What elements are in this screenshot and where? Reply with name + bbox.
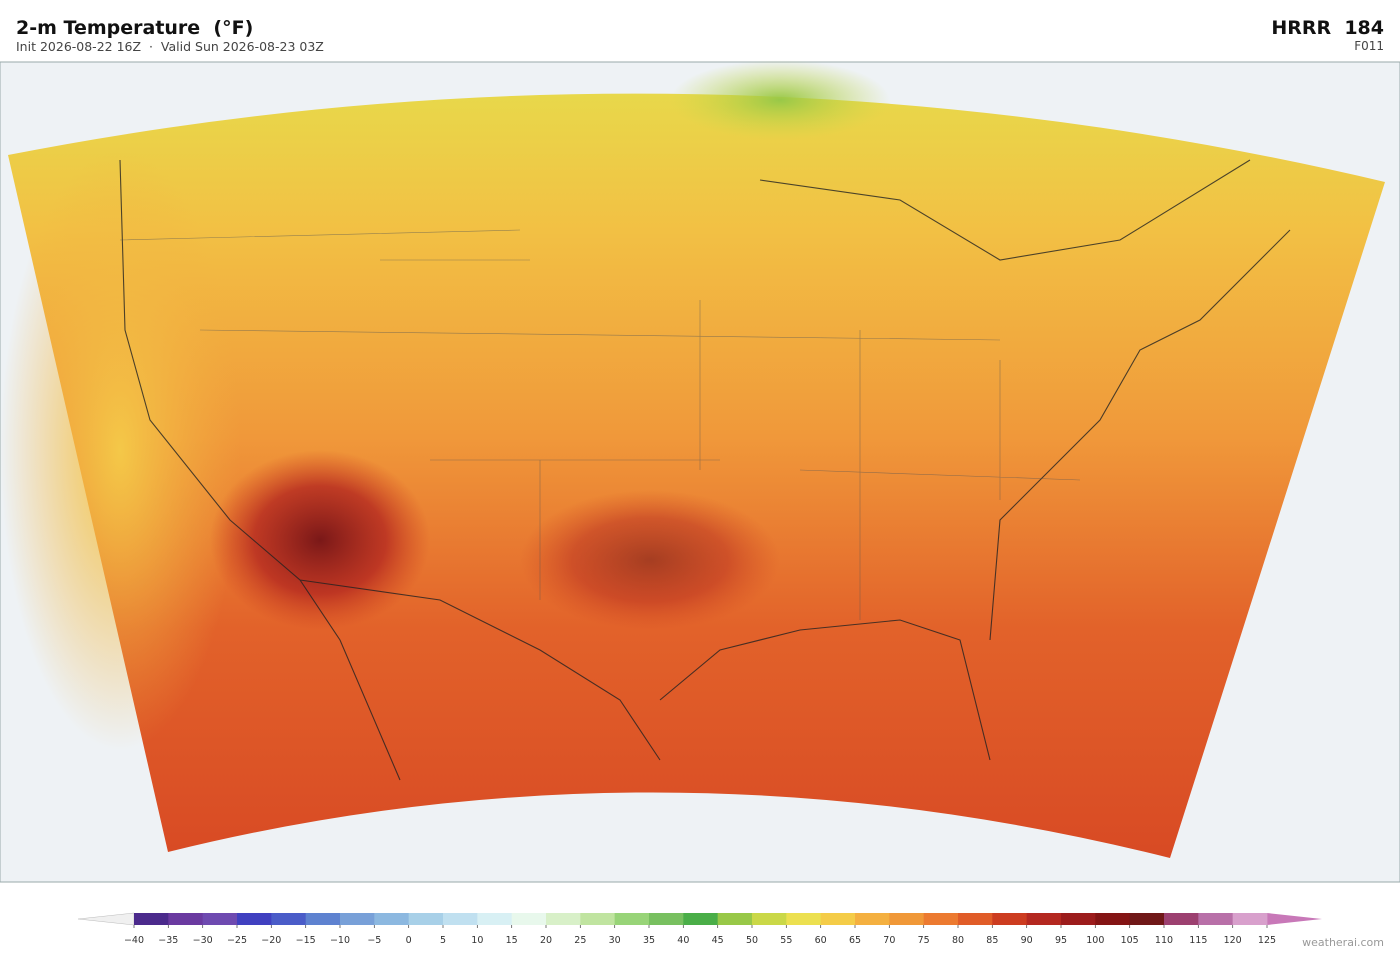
colorbar-under	[77, 912, 135, 926]
colorbar-tick-label: 20	[540, 935, 552, 946]
colorbar-segment	[992, 913, 1028, 925]
colorbar-segment	[408, 913, 444, 925]
cool-region	[670, 60, 890, 140]
colorbar-tick-label: 120	[1224, 935, 1242, 946]
colorbar-tick-label: 40	[677, 935, 689, 946]
colorbar-tick-label: 75	[918, 935, 930, 946]
colorbar-segment	[889, 913, 925, 925]
colorbar-tick-label: 30	[609, 935, 621, 946]
colorbar-segment	[1061, 913, 1096, 925]
colorbar-tick-label: 85	[986, 935, 998, 946]
colorbar-tick-label: 70	[883, 935, 895, 946]
colorbar: −40 −35 −30 −25 −20 −15 −10 −5 0 5 10 15 20 25 30 35 40 4…	[77, 912, 1322, 946]
colorbar-segment	[546, 913, 581, 925]
hot-region	[210, 450, 430, 630]
colorbar-segment	[340, 913, 375, 925]
colorbar-tick-label: 35	[643, 935, 655, 946]
subtitle: Init 2026-08-22 16Z · Valid Sun 2026-08-…	[16, 39, 324, 54]
colorbar-tick-label: 95	[1055, 935, 1067, 946]
colorbar-segment	[1129, 913, 1165, 925]
colorbar-segment	[305, 913, 341, 925]
watermark: weatherai.com	[1302, 936, 1384, 949]
colorbar-segment	[134, 913, 169, 925]
colorbar-tick-label: 15	[506, 935, 518, 946]
colorbar-tick-label: 125	[1258, 935, 1276, 946]
colorbar-segment	[271, 913, 307, 925]
colorbar-tick-label: 25	[574, 935, 586, 946]
colorbar-over	[1267, 913, 1322, 925]
colorbar-tick-label: −5	[367, 935, 381, 946]
model-label: HRRR 184	[1271, 17, 1384, 39]
colorbar-segment	[786, 913, 822, 925]
state-borders	[119, 229, 1081, 620]
colorbar-tick-label: −15	[296, 935, 316, 946]
pacific-field	[0, 150, 240, 750]
colorbar-segment	[820, 913, 856, 925]
temperature-field	[8, 93, 1385, 859]
colorbar-tick-label: 65	[849, 935, 861, 946]
colorbar-tick-label: −20	[261, 935, 281, 946]
forecast-hour: F011	[1354, 39, 1384, 53]
colorbar-tick-label: 50	[746, 935, 758, 946]
colorbar-tick-label: 45	[712, 935, 724, 946]
hot-region	[520, 490, 780, 630]
colorbar-segment	[1095, 913, 1131, 925]
colorbar-segment	[1164, 913, 1199, 925]
colorbar-segment	[374, 913, 410, 925]
colorbar-segment	[958, 913, 993, 925]
colorbar-segment	[511, 913, 547, 925]
colorbar-tick-label: 60	[815, 935, 827, 946]
colorbar-segment	[1232, 913, 1268, 925]
colorbar-segment	[1198, 913, 1234, 925]
colorbar-segment	[1026, 913, 1062, 925]
colorbar-segment	[752, 913, 787, 925]
colorbar-segment	[923, 913, 959, 925]
colorbar-tick-label: −40	[124, 935, 144, 946]
colorbar-tick-label: 0	[406, 935, 412, 946]
colorbar-segment	[649, 913, 684, 925]
colorbar-tick-label: 110	[1155, 935, 1173, 946]
colorbar-segment	[443, 913, 478, 925]
colorbar-tick-label: 55	[780, 935, 792, 946]
colorbar-segment	[168, 913, 204, 925]
colorbar-segment	[614, 913, 650, 925]
colorbar-segment	[237, 913, 272, 925]
colorbar-tick-label: 10	[471, 935, 483, 946]
colorbar-segment	[683, 913, 719, 925]
colorbar-tick-label: 105	[1121, 935, 1139, 946]
colorbar-tick-label: −25	[227, 935, 247, 946]
colorbar-tick-label: −10	[330, 935, 350, 946]
colorbar-segment	[202, 913, 238, 925]
coastline	[119, 159, 1291, 781]
colorbar-tick-label: −35	[158, 935, 178, 946]
colorbar-tick-label: −30	[193, 935, 213, 946]
colorbar-segment	[855, 913, 890, 925]
colorbar-segment	[477, 913, 513, 925]
colorbar-tick-label: 115	[1189, 935, 1207, 946]
colorbar-tick-label: 100	[1086, 935, 1104, 946]
colorbar-segment	[717, 913, 753, 925]
colorbar-tick-label: 5	[440, 935, 446, 946]
title: 2-m Temperature (°F)	[16, 17, 253, 39]
colorbar-tick-label: 90	[1021, 935, 1033, 946]
colorbar-tick-label: 80	[952, 935, 964, 946]
colorbar-segment	[580, 913, 616, 925]
